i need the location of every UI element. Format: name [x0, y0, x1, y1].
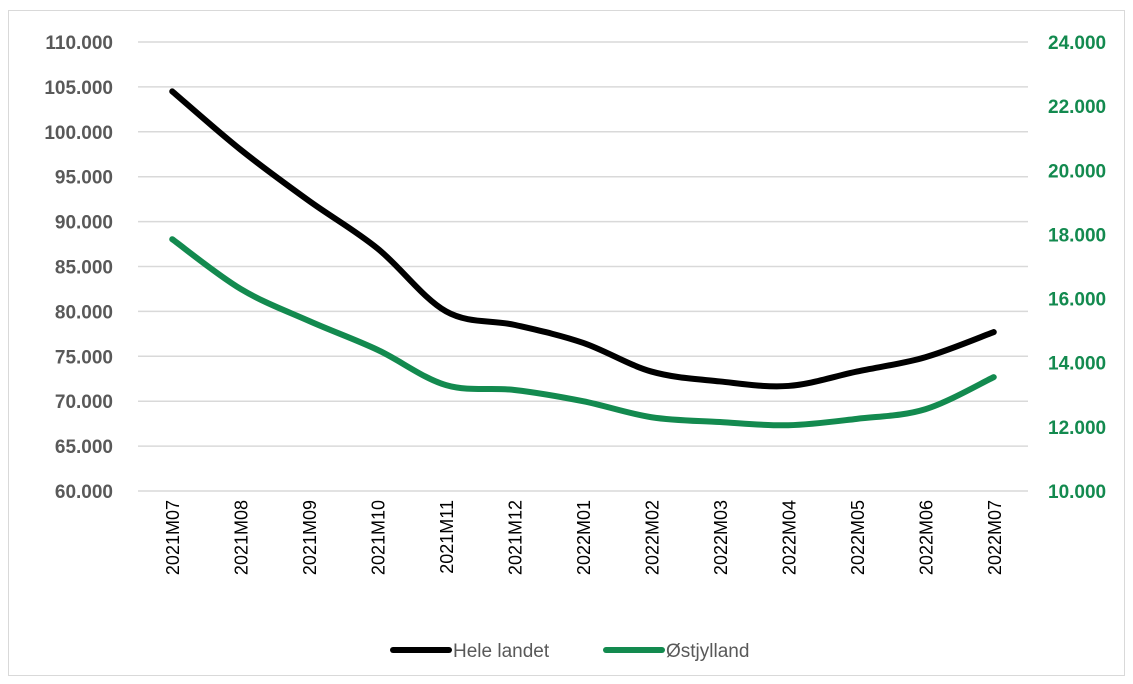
x-tick-label: 2021M09: [300, 500, 320, 575]
series-line-hele-landet: [169, 88, 997, 390]
x-tick-label: 2022M07: [985, 500, 1005, 575]
x-tick-label: 2022M01: [574, 500, 594, 575]
x-tick-label: 2021M07: [163, 500, 183, 575]
series-line--stjylland: [169, 236, 997, 429]
x-tick-label: 2022M02: [642, 500, 662, 575]
y-left-tick-label: 75.000: [55, 347, 113, 368]
chart-frame: [8, 10, 1125, 676]
y-left-tick-label: 60.000: [55, 482, 113, 503]
y-left-tick-label: 70.000: [55, 392, 113, 413]
y-left-tick-label: 65.000: [55, 437, 113, 458]
y-right-tick-label: 20.000: [1048, 161, 1106, 182]
y-right-tick-label: 22.000: [1048, 97, 1106, 118]
y-right-tick-label: 16.000: [1048, 290, 1106, 311]
y-right-tick-label: 12.000: [1048, 418, 1106, 439]
y-right-tick-label: 24.000: [1048, 33, 1106, 54]
y-left-tick-label: 100.000: [44, 123, 113, 144]
y-right-tick-label: 14.000: [1048, 354, 1106, 375]
x-tick-label: 2022M05: [848, 500, 868, 575]
x-tick-label: 2021M12: [506, 500, 526, 575]
y-left-tick-label: 110.000: [45, 33, 113, 54]
y-left-tick-label: 105.000: [44, 78, 113, 99]
y-left-tick-label: 85.000: [55, 258, 113, 279]
y-left-tick-label: 90.000: [55, 213, 113, 234]
legend-label: Østjylland: [666, 641, 749, 662]
x-tick-label: 2022M03: [711, 500, 731, 575]
y-left-tick-label: 95.000: [55, 168, 113, 189]
x-tick-label: 2021M10: [369, 500, 389, 575]
y-right-tick-label: 10.000: [1048, 482, 1106, 503]
y-right-tick-label: 18.000: [1048, 225, 1106, 246]
x-tick-label: 2022M06: [916, 500, 936, 575]
x-tick-label: 2022M04: [779, 500, 799, 575]
x-tick-label: 2021M08: [232, 500, 252, 575]
legend-label: Hele landet: [453, 641, 550, 662]
x-tick-label: 2021M11: [437, 500, 457, 574]
y-left-tick-label: 80.000: [55, 302, 113, 323]
